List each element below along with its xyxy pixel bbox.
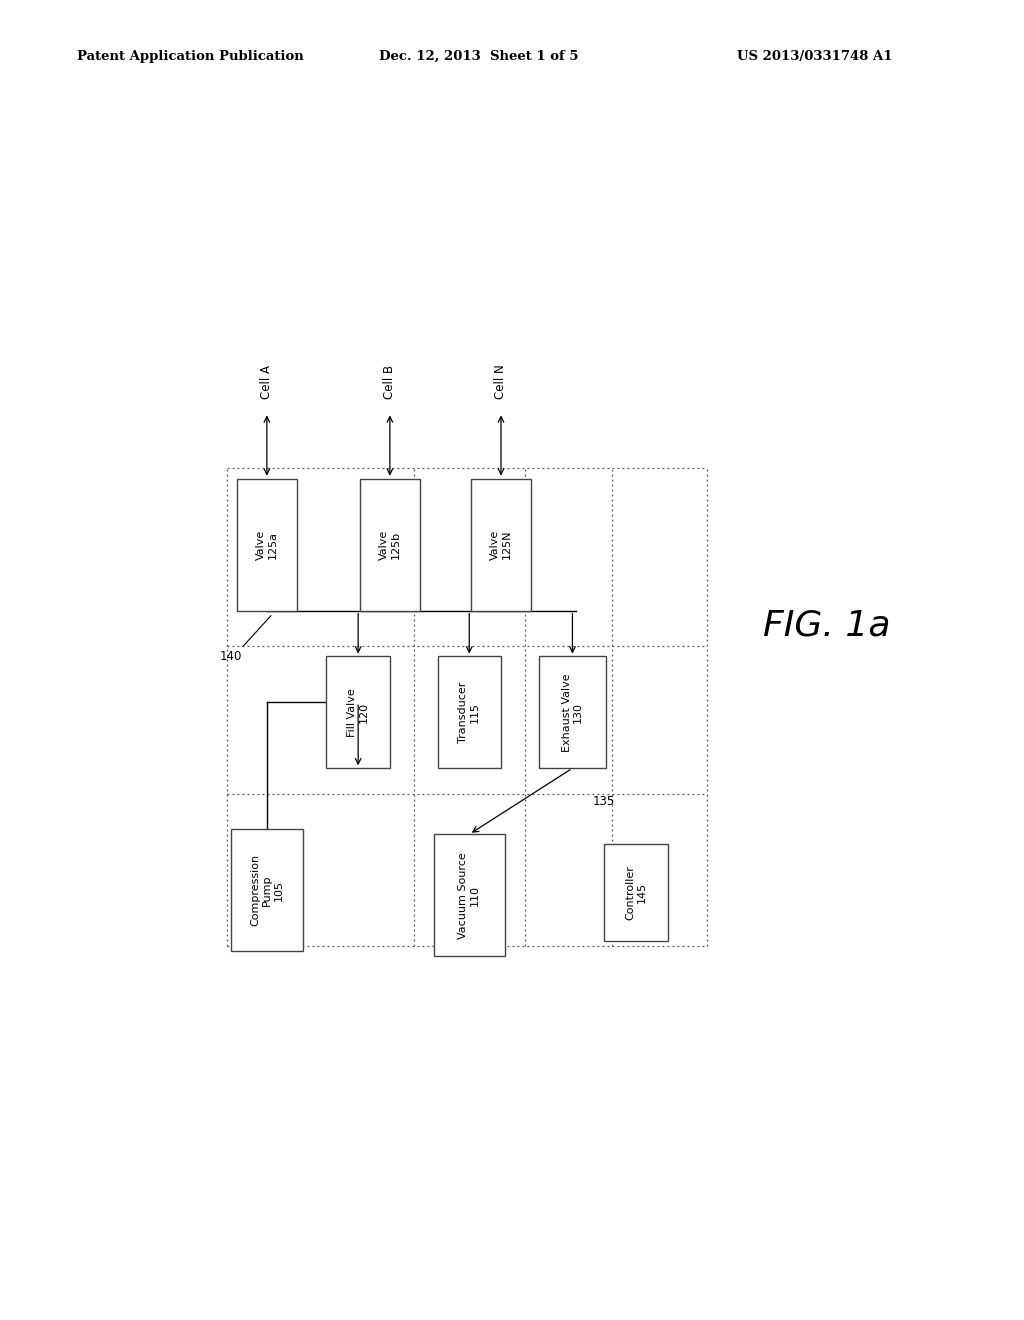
Text: Fill Valve
120: Fill Valve 120 <box>347 688 369 737</box>
Text: Transducer
115: Transducer 115 <box>459 681 480 743</box>
Bar <box>471 479 530 611</box>
Bar <box>238 479 297 611</box>
Text: Valve
125b: Valve 125b <box>379 529 400 560</box>
Text: FIG. 1a: FIG. 1a <box>763 609 891 643</box>
Text: Valve
125a: Valve 125a <box>256 529 278 560</box>
Bar <box>327 656 390 768</box>
Text: Cell N: Cell N <box>495 364 508 400</box>
Bar <box>360 479 420 611</box>
Bar <box>433 834 505 956</box>
Text: Valve
125N: Valve 125N <box>490 529 512 560</box>
Text: 140: 140 <box>219 649 242 663</box>
Text: 135: 135 <box>592 795 614 808</box>
Bar <box>539 656 606 768</box>
Bar <box>604 843 668 941</box>
Text: Dec. 12, 2013  Sheet 1 of 5: Dec. 12, 2013 Sheet 1 of 5 <box>379 50 579 63</box>
Text: Cell A: Cell A <box>260 366 273 399</box>
Bar <box>437 656 501 768</box>
Text: US 2013/0331748 A1: US 2013/0331748 A1 <box>737 50 893 63</box>
Text: Exhaust Valve
130: Exhaust Valve 130 <box>561 673 584 751</box>
Text: Vacuum Source
110: Vacuum Source 110 <box>459 851 480 939</box>
Text: Compression
Pump
105: Compression Pump 105 <box>250 854 284 927</box>
Text: Cell B: Cell B <box>383 364 396 399</box>
Text: Controller
145: Controller 145 <box>625 865 647 920</box>
Bar <box>231 829 303 952</box>
Text: Patent Application Publication: Patent Application Publication <box>77 50 303 63</box>
